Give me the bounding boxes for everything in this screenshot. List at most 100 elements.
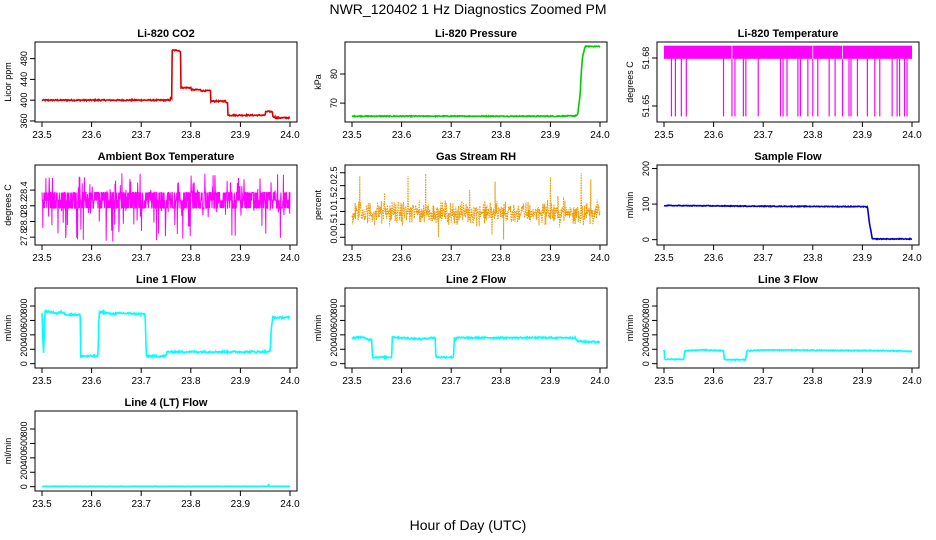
x-tick-label: 23.7: [753, 376, 773, 387]
plot-frame: [656, 287, 920, 369]
y-tick-label: 51.65: [641, 95, 651, 118]
y-tick-label: 100: [641, 197, 651, 212]
x-tick-label: 23.9: [231, 130, 251, 141]
data-layer: [41, 483, 290, 488]
x-tick-label: 23.7: [753, 253, 773, 264]
y-tick-label: 80: [329, 69, 339, 79]
y-tick-label: 400: [19, 327, 29, 342]
chart-panel: Line 2 Flow 23.5 23.6 23.7 23.8 23.9 24.0 0 2004…: [313, 274, 610, 387]
y-axis-label: ml/min: [625, 315, 635, 342]
data-layer: [664, 45, 912, 117]
series-line: [41, 483, 290, 488]
data-layer: [41, 173, 291, 242]
y-tick-label: 200: [329, 342, 339, 357]
x-tick-label: 23.7: [131, 376, 151, 387]
x-tick-label: 24.0: [590, 253, 610, 264]
x-tick-label: 23.9: [231, 253, 251, 264]
data-layer: [663, 348, 913, 362]
x-tick-label: 24.0: [902, 253, 922, 264]
x-tick-label: 23.5: [342, 130, 362, 141]
data-layer: [41, 308, 291, 359]
panel-title: Line 4 (LT) Flow: [125, 397, 208, 409]
panel-title: Gas Stream RH: [436, 151, 516, 163]
y-tick-label: 400: [19, 93, 29, 108]
y-axis-label: ml/min: [313, 315, 323, 342]
y-tick-label: 200: [641, 161, 651, 176]
x-tick-label: 23.9: [853, 130, 873, 141]
panel-title: Line 2 Flow: [446, 274, 506, 286]
x-tick-label: 23.8: [181, 130, 201, 141]
x-tick-label: 23.9: [541, 376, 561, 387]
chart-panel: Li-820 CO2 23.5 23.6 23.7 23.8 23.9 24.0 360 400…: [3, 28, 300, 141]
x-tick-label: 23.6: [392, 253, 412, 264]
x-tick-label: 23.6: [392, 376, 412, 387]
panel-title: Li-820 CO2: [137, 28, 194, 40]
y-axis-label: ml/min: [3, 315, 13, 342]
y-axis-label: degrees C: [625, 61, 635, 103]
x-tick-label: 23.5: [32, 253, 52, 264]
x-tick-label: 23.8: [181, 499, 201, 510]
x-tick-label: 23.8: [491, 253, 511, 264]
panel-title: Line 3 Flow: [758, 274, 818, 286]
x-tick-label: 23.6: [82, 253, 102, 264]
x-tick-label: 23.9: [853, 376, 873, 387]
y-tick-label: 800: [19, 422, 29, 437]
x-tick-label: 24.0: [590, 376, 610, 387]
y-tick-label: 2.5: [329, 166, 339, 179]
plot-frame: [344, 164, 608, 246]
y-tick-label: 440: [19, 72, 29, 87]
plot-frame: [34, 410, 298, 492]
x-tick-label: 24.0: [590, 130, 610, 141]
data-layer: [351, 44, 601, 119]
x-tick-label: 23.7: [131, 130, 151, 141]
y-tick-label: 800: [19, 299, 29, 314]
y-tick-label: 70: [329, 98, 339, 108]
x-tick-label: 23.9: [231, 499, 251, 510]
plot-frame: [34, 287, 298, 369]
y-tick-label: 480: [19, 51, 29, 66]
y-tick-label: 0: [329, 361, 339, 366]
x-tick-label: 24.0: [280, 130, 300, 141]
x-tick-label: 23.5: [654, 130, 674, 141]
x-tick-label: 23.9: [541, 130, 561, 141]
y-axis-label: percent: [313, 189, 323, 220]
panel-title: Line 1 Flow: [136, 274, 196, 286]
x-tick-label: 23.6: [704, 130, 724, 141]
chart-panel: Sample Flow 23.5 23.6 23.7 23.8 23.9 24.0 0 100 2…: [625, 151, 922, 264]
x-tick-label: 23.9: [853, 253, 873, 264]
series-line: [351, 335, 601, 361]
y-axis-label: kPa: [313, 74, 323, 90]
x-tick-label: 24.0: [902, 130, 922, 141]
y-tick-label: 0: [641, 361, 651, 366]
plot-frame: [656, 41, 920, 123]
series-line: [663, 204, 913, 241]
y-tick-label: 28.2: [19, 197, 29, 215]
x-tick-label: 23.8: [491, 376, 511, 387]
y-tick-label: 1.5: [329, 192, 339, 205]
x-tick-label: 23.5: [32, 499, 52, 510]
y-tick-label: 800: [329, 299, 339, 314]
y-tick-label: 600: [19, 313, 29, 328]
y-tick-label: 0: [19, 484, 29, 489]
y-tick-label: 200: [19, 342, 29, 357]
y-tick-label: 200: [19, 465, 29, 480]
x-tick-label: 24.0: [280, 499, 300, 510]
x-axis-title: Hour of Day (UTC): [409, 517, 527, 533]
x-tick-label: 23.6: [704, 376, 724, 387]
y-axis-label: ml/min: [3, 438, 13, 465]
x-tick-label: 23.6: [82, 499, 102, 510]
x-tick-label: 23.5: [654, 376, 674, 387]
plot-frame: [34, 164, 298, 246]
x-tick-label: 23.8: [181, 253, 201, 264]
series-band: [664, 45, 912, 59]
figure-title: NWR_120402 1 Hz Diagnostics Zoomed PM: [329, 1, 607, 17]
y-tick-label: 400: [329, 327, 339, 342]
x-tick-label: 23.5: [342, 253, 362, 264]
plot-frame: [344, 41, 608, 123]
chart-panel: Li-820 Temperature 23.5 23.6 23.7 23.8 23.9 24…: [625, 28, 922, 141]
chart-panel: Li-820 Pressure 23.5 23.6 23.7 23.8 23.9 24.0 7…: [313, 28, 610, 141]
series-line: [41, 49, 291, 120]
y-tick-label: 400: [19, 450, 29, 465]
y-tick-label: 51.68: [641, 47, 651, 70]
